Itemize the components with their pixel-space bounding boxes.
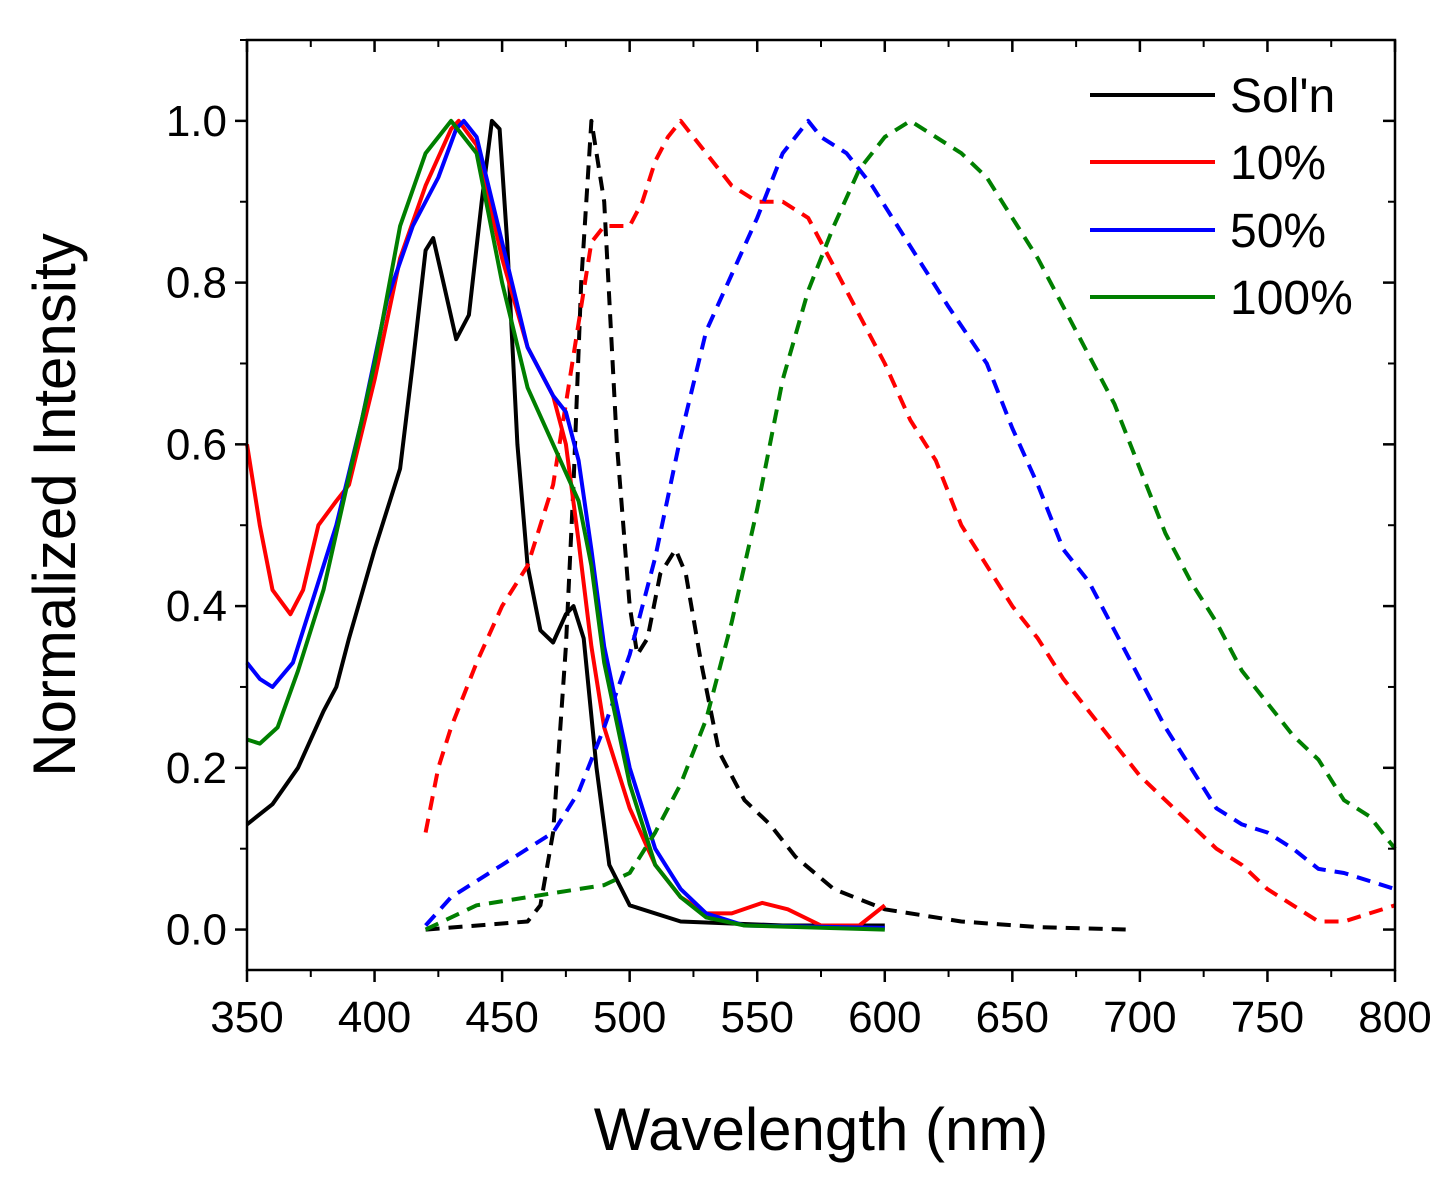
plot-frame <box>245 38 1397 972</box>
series-sol-n-absorption <box>245 118 885 928</box>
legend: Sol'n 10% 50% 100% <box>1090 70 1353 325</box>
legend-label-10pct: 10% <box>1230 137 1326 190</box>
series-10-absorption <box>245 118 887 928</box>
legend-label-100pct: 100% <box>1230 272 1353 325</box>
x-tick-label: 450 <box>465 993 538 1042</box>
x-tick-label: 350 <box>210 993 283 1042</box>
series-layer <box>245 118 1397 932</box>
series-sol-n-emission <box>425 118 1128 932</box>
series-10-emission <box>423 118 1396 924</box>
x-tick-label: 500 <box>593 993 666 1042</box>
legend-item-100pct: 100% <box>1090 272 1353 325</box>
x-tick-label: 650 <box>976 993 1049 1042</box>
x-tick-label: 400 <box>338 993 411 1042</box>
y-tick-label: 0.4 <box>166 582 227 631</box>
y-axis-label: Normalized Intensity <box>21 233 88 777</box>
legend-item-soln: Sol'n <box>1090 70 1335 123</box>
legend-item-50pct: 50% <box>1090 205 1326 258</box>
y-tick-label: 1.0 <box>166 97 227 146</box>
x-tick-label: 550 <box>721 993 794 1042</box>
y-tick-label: 0.0 <box>166 906 227 955</box>
x-tick-label: 700 <box>1103 993 1176 1042</box>
series-100-emission <box>424 118 1397 932</box>
x-tick-label: 800 <box>1358 993 1431 1042</box>
series-50-absorption <box>245 118 885 930</box>
x-tick-label: 600 <box>848 993 921 1042</box>
legend-label-50pct: 50% <box>1230 205 1326 258</box>
y-tick-label: 0.2 <box>166 744 227 793</box>
series-50-emission <box>424 118 1396 927</box>
legend-label-soln: Sol'n <box>1230 70 1335 123</box>
y-tick-label: 0.8 <box>166 259 227 308</box>
y-tick-label: 0.6 <box>166 420 227 469</box>
ticks-layer: 350 400 450 500 550 600 650 700 750 800 0.0 0.2 0.4 0… <box>166 39 1432 1042</box>
x-axis-label: Wavelength (nm) <box>594 1096 1049 1163</box>
x-tick-label: 750 <box>1231 993 1304 1042</box>
series-100-absorption <box>246 118 885 932</box>
legend-item-10pct: 10% <box>1090 137 1326 190</box>
